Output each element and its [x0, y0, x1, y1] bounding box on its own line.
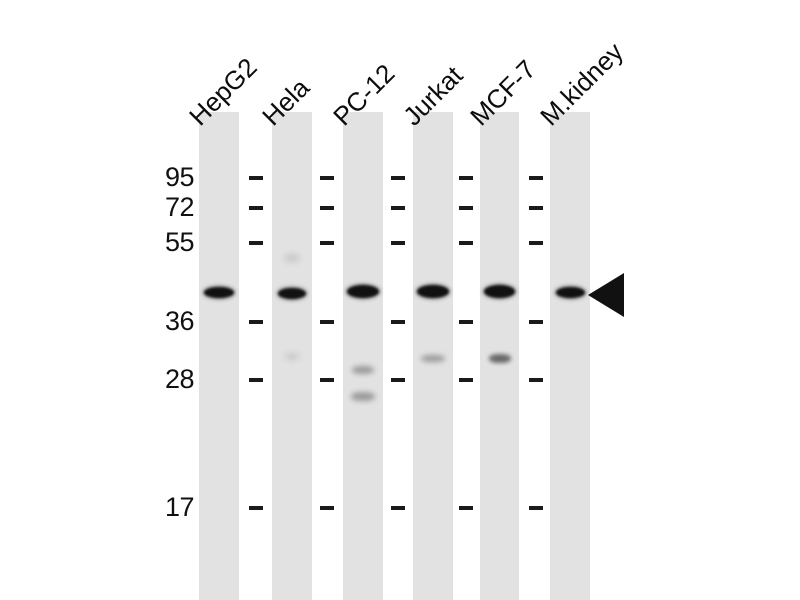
lane-jurkat — [413, 112, 453, 600]
inter-lane-tick-4-4 — [529, 378, 543, 382]
mw-marker-label-28: 28 — [164, 364, 195, 394]
mw-marker-label-36: 36 — [164, 306, 195, 336]
band-hela-faint-smudge-upper — [284, 254, 300, 262]
inter-lane-tick-1-3 — [320, 320, 334, 324]
band-mcf-7-secondary-band — [488, 353, 511, 363]
inter-lane-tick-4-0 — [529, 176, 543, 180]
band-hepg2-target-band — [204, 286, 234, 298]
inter-lane-tick-3-3 — [459, 320, 473, 324]
band-mcf-7-target-band — [484, 284, 515, 298]
band-jurkat-secondary-band — [421, 354, 445, 362]
band-jurkat-target-band — [417, 284, 449, 298]
inter-lane-tick-4-2 — [529, 241, 543, 245]
inter-lane-tick-2-3 — [391, 320, 405, 324]
inter-lane-tick-3-0 — [459, 176, 473, 180]
band-hela-faint-smudge-lower — [285, 352, 299, 360]
inter-lane-tick-2-1 — [391, 206, 405, 210]
inter-lane-tick-1-4 — [320, 378, 334, 382]
band-hela-target-band — [278, 287, 306, 299]
inter-lane-tick-0-5 — [249, 506, 263, 510]
inter-lane-tick-2-4 — [391, 378, 405, 382]
inter-lane-tick-0-0 — [249, 176, 263, 180]
inter-lane-tick-1-1 — [320, 206, 334, 210]
inter-lane-tick-1-2 — [320, 241, 334, 245]
inter-lane-tick-3-1 — [459, 206, 473, 210]
inter-lane-tick-1-5 — [320, 506, 334, 510]
inter-lane-tick-1-0 — [320, 176, 334, 180]
mw-marker-label-55: 55 — [164, 227, 195, 257]
inter-lane-tick-2-2 — [391, 241, 405, 245]
inter-lane-tick-4-3 — [529, 320, 543, 324]
band-pc-12-target-band — [347, 284, 379, 298]
inter-lane-tick-4-5 — [529, 506, 543, 510]
inter-lane-tick-2-5 — [391, 506, 405, 510]
inter-lane-tick-0-2 — [249, 241, 263, 245]
inter-lane-tick-3-5 — [459, 506, 473, 510]
mw-marker-label-17: 17 — [164, 492, 195, 522]
inter-lane-tick-2-0 — [391, 176, 405, 180]
inter-lane-tick-0-4 — [249, 378, 263, 382]
inter-lane-tick-3-4 — [459, 378, 473, 382]
lane-m-kidney — [550, 112, 590, 600]
mw-marker-label-72: 72 — [164, 192, 195, 222]
inter-lane-tick-3-2 — [459, 241, 473, 245]
inter-lane-tick-0-1 — [249, 206, 263, 210]
band-pc-12-secondary-band-lower — [351, 391, 375, 401]
inter-lane-tick-0-3 — [249, 320, 263, 324]
target-band-arrowhead — [588, 273, 624, 317]
inter-lane-tick-4-1 — [529, 206, 543, 210]
lane-hela — [272, 112, 312, 600]
lane-pc-12 — [343, 112, 383, 600]
band-pc-12-secondary-band-upper — [352, 366, 374, 374]
lane-hepg2 — [199, 112, 239, 600]
mw-marker-label-95: 95 — [164, 162, 195, 192]
band-m-kidney-target-band — [555, 286, 585, 298]
